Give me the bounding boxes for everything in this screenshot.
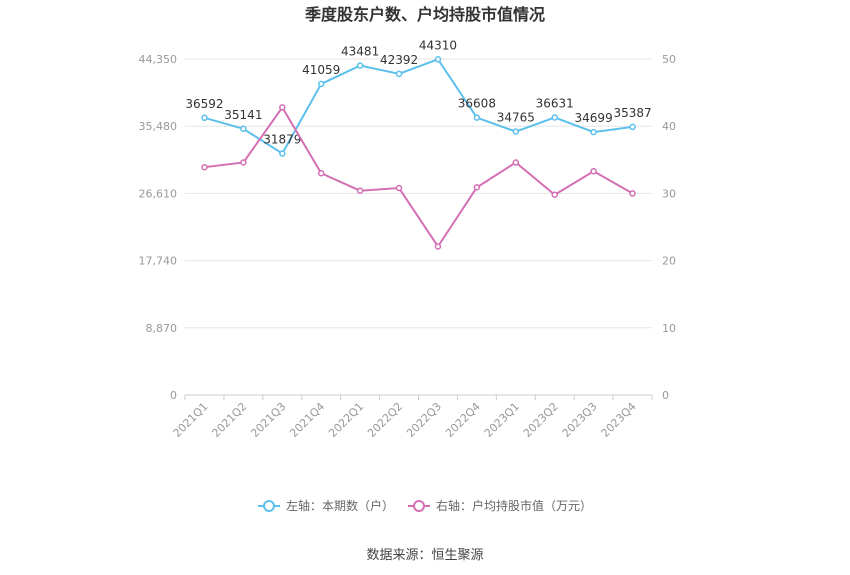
series-1-point bbox=[395, 70, 403, 78]
series-2-point bbox=[356, 187, 364, 194]
legend-label-2: 右轴：户均持股市值（万元） bbox=[436, 498, 592, 513]
data-label: 43481 bbox=[341, 45, 379, 59]
series-2-point bbox=[473, 184, 481, 191]
left-tick-label: 44,350 bbox=[139, 53, 178, 66]
left-tick-label: 0 bbox=[170, 389, 177, 402]
right-tick-label: 30 bbox=[662, 187, 676, 200]
series-2-point bbox=[279, 104, 286, 111]
series-1-point bbox=[240, 125, 247, 133]
right-tick-label: 40 bbox=[662, 120, 676, 133]
x-tick-label: 2021Q4 bbox=[287, 400, 327, 440]
series-1-point bbox=[551, 114, 558, 121]
right-tick-label: 50 bbox=[662, 53, 676, 66]
right-axis-ticks: 0 10 20 30 40 50 bbox=[662, 53, 676, 402]
left-tick-label: 8,870 bbox=[146, 322, 178, 335]
x-axis-ticks: 2021Q12021Q22021Q32021Q42022Q12022Q22022… bbox=[171, 395, 653, 440]
series-line-1 bbox=[204, 58, 633, 155]
left-tick-label: 35,480 bbox=[139, 120, 178, 133]
legend-marker-2 bbox=[413, 500, 425, 512]
data-label: 34699 bbox=[575, 111, 613, 125]
series-1-point bbox=[473, 114, 481, 121]
x-tick-label: 2022Q4 bbox=[443, 400, 483, 440]
data-label: 36608 bbox=[458, 97, 496, 111]
legend-marker-1 bbox=[263, 500, 275, 512]
chart-title: 季度股东户数、户均持股市值情况 bbox=[304, 5, 545, 24]
data-label: 31879 bbox=[263, 132, 301, 146]
x-tick-label: 2021Q2 bbox=[209, 400, 249, 440]
legend-label-1: 左轴：本期数（户） bbox=[286, 498, 394, 513]
data-label: 44310 bbox=[419, 38, 457, 52]
series-2-point bbox=[629, 190, 636, 197]
x-tick-label: 2022Q2 bbox=[365, 400, 405, 440]
right-tick-label: 10 bbox=[662, 322, 676, 335]
series-2-point bbox=[512, 159, 520, 166]
series-1-point bbox=[629, 123, 636, 131]
x-tick-label: 2022Q3 bbox=[404, 400, 444, 440]
series-2-point bbox=[590, 167, 597, 175]
series-2-point bbox=[240, 159, 247, 166]
series-1-point bbox=[512, 128, 520, 135]
source-note: 数据来源：恒生聚源 bbox=[366, 548, 483, 563]
data-label: 35387 bbox=[613, 106, 651, 120]
data-label: 36592 bbox=[185, 97, 223, 111]
legend: 左轴：本期数（户） 右轴：户均持股市值（万元） bbox=[258, 498, 592, 513]
series-1-point bbox=[434, 56, 442, 63]
data-label: 42392 bbox=[380, 53, 418, 67]
right-tick-label: 0 bbox=[662, 389, 669, 402]
data-label: 36631 bbox=[536, 96, 574, 110]
left-tick-label: 17,740 bbox=[139, 255, 178, 268]
left-axis-ticks: 0 8,870 17,740 26,610 35,480 44,350 bbox=[139, 53, 178, 402]
data-label: 41059 bbox=[302, 63, 340, 77]
x-tick-label: 2021Q3 bbox=[248, 400, 288, 440]
series-2-point bbox=[201, 163, 208, 171]
series-1-point bbox=[279, 150, 286, 157]
x-tick-label: 2022Q1 bbox=[326, 400, 366, 440]
series-2-point bbox=[551, 191, 558, 198]
right-tick-label: 20 bbox=[662, 255, 676, 268]
x-tick-label: 2023Q3 bbox=[560, 400, 600, 440]
x-tick-label: 2021Q1 bbox=[171, 400, 211, 440]
series-line-2 bbox=[204, 105, 634, 249]
series-2-point bbox=[317, 169, 325, 177]
data-label: 35141 bbox=[224, 108, 262, 122]
x-tick-label: 2023Q1 bbox=[482, 400, 522, 440]
x-tick-label: 2023Q2 bbox=[521, 400, 561, 440]
series-1-point bbox=[356, 62, 364, 69]
data-label: 34765 bbox=[497, 111, 535, 125]
series-2-point bbox=[395, 184, 403, 192]
series-1-point bbox=[317, 80, 325, 88]
left-tick-label: 26,610 bbox=[139, 187, 178, 200]
x-tick-label: 2023Q4 bbox=[599, 400, 639, 440]
series-2-point bbox=[434, 243, 442, 250]
series-1-point bbox=[590, 128, 597, 136]
series-1-point bbox=[201, 114, 208, 122]
